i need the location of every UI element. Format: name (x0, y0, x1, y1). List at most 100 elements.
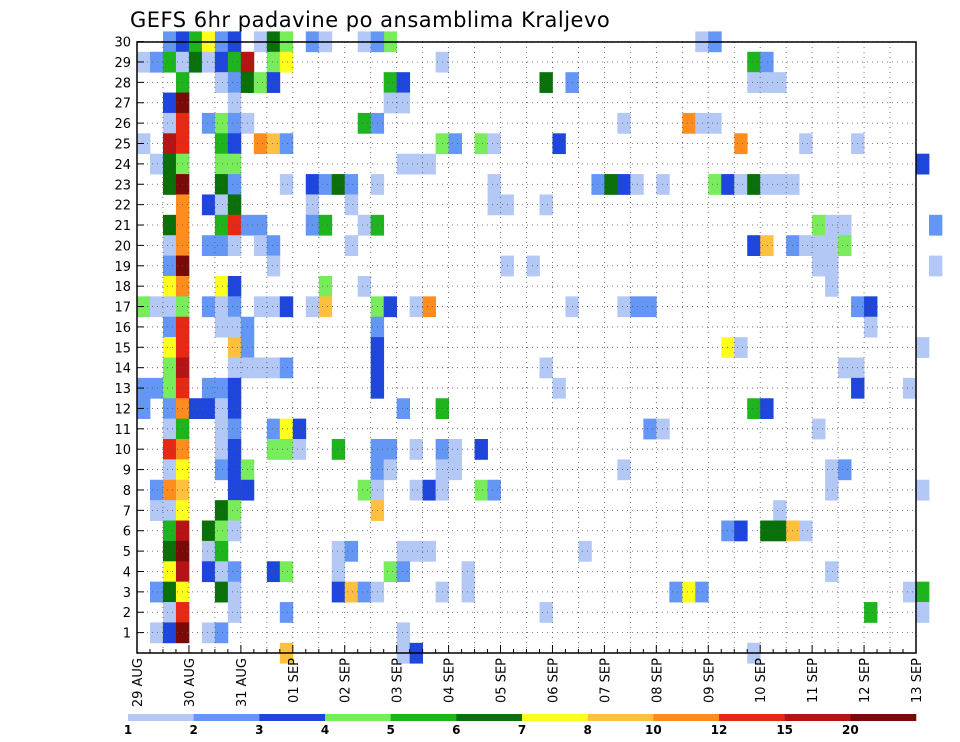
heatmap-cell (188, 51, 203, 73)
x-tick-label: 29 AUG (131, 658, 146, 707)
y-tick-label: 3 (123, 586, 131, 601)
heatmap-cell (149, 153, 164, 175)
heatmap-cell (734, 174, 748, 195)
x-tick-label: 07 SEP (598, 658, 613, 703)
heatmap-cell (812, 214, 826, 236)
heatmap-cell (409, 439, 424, 460)
heatmap-cell (383, 439, 398, 460)
heatmap-cell (825, 235, 839, 256)
heatmap-cell (383, 296, 398, 318)
heatmap-cell (357, 112, 372, 134)
colorbar-swatch (587, 714, 654, 721)
heatmap-cell (162, 520, 177, 542)
colorbar-label: 7 (518, 723, 526, 737)
heatmap-cell (227, 112, 242, 134)
heatmap-cell (227, 337, 242, 358)
heatmap-cell (383, 561, 398, 583)
heatmap-cell (669, 581, 683, 603)
heatmap-cell (825, 214, 839, 236)
heatmap-cell (149, 500, 164, 521)
heatmap-cell (838, 235, 852, 256)
heatmap-cell (162, 316, 177, 338)
y-tick-label: 10 (114, 443, 131, 458)
heatmap-cell (227, 561, 242, 583)
y-axis: 1234567891011121314151617181920212223242… (114, 36, 144, 642)
y-tick-label: 12 (114, 402, 131, 417)
x-tick-label: 09 SEP (702, 658, 717, 703)
heatmap-cell (227, 479, 242, 501)
heatmap-cell (162, 540, 177, 562)
heatmap-cell (916, 581, 930, 603)
heatmap-cell (864, 316, 878, 338)
heatmap-cell (253, 357, 268, 379)
heatmap-cell (357, 581, 372, 603)
heatmap-cell (227, 357, 242, 379)
y-tick-label: 8 (123, 484, 131, 499)
chart-title: GEFS 6hr padavine po ansamblima Kraljevo (130, 8, 610, 32)
heatmap-cell (331, 540, 346, 562)
heatmap-cell (227, 500, 242, 521)
heatmap-cell (253, 133, 268, 155)
heatmap-cell (344, 194, 359, 216)
heatmap-cell (201, 112, 216, 134)
heatmap-cell (162, 602, 177, 623)
y-tick-label: 22 (114, 199, 131, 214)
heatmap-cell (227, 51, 242, 73)
heatmap-cell (526, 255, 540, 277)
heatmap-cell (799, 235, 813, 256)
heatmap-cell (383, 72, 398, 93)
heatmap-cell (162, 357, 177, 379)
heatmap-cell (162, 174, 177, 195)
heatmap-cell (227, 296, 242, 318)
heatmap-cell (760, 51, 774, 73)
heatmap-cell (162, 500, 177, 521)
colorbar-legend: 1 2 3 4 5 6 7 8 10 12 15 20 (124, 714, 917, 737)
heatmap-cell (227, 602, 242, 623)
heatmap-cell (279, 174, 294, 195)
heatmap-cell (162, 377, 177, 399)
heatmap-cell (214, 235, 229, 256)
heatmap-cell (162, 133, 177, 155)
heatmap-cell (214, 112, 229, 134)
heatmap-cell (928, 255, 943, 277)
heatmap-cell (383, 92, 398, 114)
y-tick-label: 20 (114, 239, 131, 254)
heatmap-cell (461, 561, 475, 583)
heatmap-cell (162, 581, 177, 603)
x-tick-label: 03 SEP (391, 658, 406, 703)
y-tick-label: 24 (114, 158, 131, 173)
heatmap-cell (928, 214, 943, 236)
heatmap-cell (331, 439, 346, 460)
heatmap-cell (578, 540, 592, 562)
y-tick-label: 2 (123, 606, 131, 621)
heatmap-cell (149, 51, 164, 73)
heatmap-cell (292, 439, 307, 460)
y-tick-label: 26 (114, 117, 131, 132)
heatmap-cell (227, 174, 242, 195)
heatmap-cell (253, 214, 268, 236)
x-tick-label: 31 AUG (235, 658, 250, 707)
heatmap-cell (279, 296, 294, 318)
heatmap-cell (396, 72, 411, 93)
heatmap-cell (760, 235, 774, 256)
colorbar-label: 3 (255, 723, 263, 737)
x-tick-label: 30 AUG (183, 658, 198, 707)
heatmap-cell (474, 133, 488, 155)
heatmap-cell (747, 51, 761, 73)
heatmap-cell (214, 51, 229, 73)
heatmap-cell (357, 479, 372, 501)
heatmap-cell (747, 72, 761, 93)
heatmap-cell (162, 92, 177, 114)
heatmap-cell (422, 296, 437, 318)
x-tick-label: 06 SEP (546, 658, 561, 703)
heatmap-cell (682, 581, 696, 603)
heatmap-cell (552, 377, 566, 399)
heatmap-cell (331, 561, 346, 583)
colorbar-label: 8 (583, 723, 591, 737)
colorbar-swatch (259, 714, 326, 721)
heatmap-cell (773, 500, 787, 521)
heatmap-cell (331, 581, 346, 603)
heatmap-cell (214, 540, 229, 562)
y-tick-label: 14 (114, 362, 131, 377)
heatmap-cell (747, 398, 761, 420)
